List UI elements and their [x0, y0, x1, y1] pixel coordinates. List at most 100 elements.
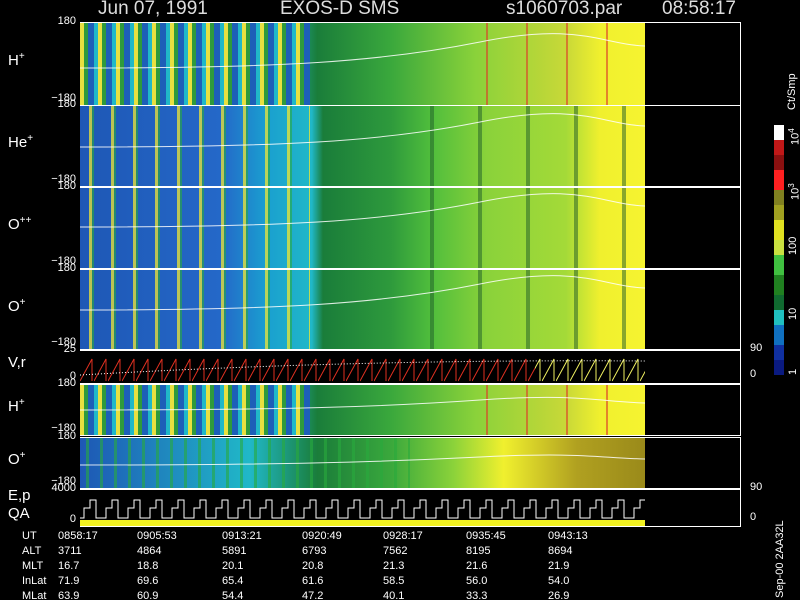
table-value: 69.6 [137, 575, 159, 587]
panel-label: H+ [8, 397, 25, 415]
table-row-label: MLat [22, 590, 47, 600]
panel-opp [80, 187, 741, 269]
tick-bottom: −180 [51, 422, 76, 434]
table-value: 54.0 [548, 575, 570, 587]
table-value: 0905:53 [137, 530, 177, 542]
colorbar [774, 125, 784, 375]
tick-base: 100 [787, 236, 799, 255]
panel-label: He+ [8, 133, 33, 151]
tick-bottom: 0 [69, 370, 76, 382]
tick-bottom: −180 [51, 255, 76, 267]
table-value: 54.4 [222, 590, 244, 600]
table-value: 8195 [466, 545, 491, 557]
table-value: 3711 [58, 545, 82, 557]
tick-bottom: 0 [69, 513, 76, 525]
tick-bottom: −180 [51, 173, 76, 185]
table-value: 63.9 [58, 590, 80, 600]
panel-label: O++ [8, 215, 31, 233]
label-text: O [8, 297, 20, 315]
label-text: H [8, 52, 19, 69]
table-value: 47.2 [302, 590, 324, 600]
tick-bottom: −180 [51, 475, 76, 487]
label-text: O [8, 216, 20, 233]
right-tick-top: 90 [750, 342, 763, 354]
label-sup: + [18, 397, 25, 408]
tick-base: 10 [789, 132, 800, 145]
table-value: 21.9 [548, 560, 570, 572]
right-tick-top: 90 [750, 481, 763, 493]
table-value: 0920:49 [302, 530, 342, 542]
colorbar-unit: Ct/Smp [786, 73, 798, 110]
label-sup: + [27, 133, 34, 144]
table-row-label: InLat [22, 575, 47, 587]
table-value: 65.4 [222, 575, 244, 587]
table-value: 0858:17 [58, 530, 98, 542]
panel-vr [80, 350, 741, 384]
panel-label: E,p [8, 487, 31, 504]
right-tick-bottom: 0 [750, 511, 757, 523]
time: 08:58:17 [662, 0, 736, 19]
colorbar-tick: 1 [787, 369, 799, 375]
date: Jun 07, 1991 [98, 0, 208, 19]
table-row-label: UT [22, 530, 37, 542]
label-text: O [8, 451, 20, 468]
panel-ep [80, 489, 741, 527]
label-sup: + [18, 51, 25, 62]
table-value: 33.3 [466, 590, 488, 600]
table-value: 60.9 [137, 590, 159, 600]
label-text: V,r [8, 354, 26, 371]
tick-base: 10 [787, 307, 799, 320]
label-text: E,p [8, 487, 31, 504]
file: s1060703.par [506, 0, 623, 19]
table-value: 21.3 [383, 560, 405, 572]
table-value: 56.0 [466, 575, 488, 587]
panel-label: H+ [8, 51, 25, 69]
tick-top: 180 [57, 377, 76, 389]
right-tick-bottom: 0 [750, 368, 757, 380]
panel-label: O+ [8, 297, 26, 315]
sawtooth [80, 351, 645, 383]
label-text: He [8, 134, 28, 151]
table-value: 8694 [548, 545, 573, 557]
table-row-label: ALT [22, 545, 42, 557]
table-value: 71.9 [58, 575, 80, 587]
panel-label-2: QA [8, 505, 30, 522]
colorbar-tick: 103 [787, 183, 800, 200]
table-value: 58.5 [383, 575, 405, 587]
panel-label: V,r [8, 354, 26, 371]
table-value: 7562 [383, 545, 408, 557]
table-value: 0928:17 [383, 530, 423, 542]
table-value: 18.8 [137, 560, 159, 572]
label-text: H [8, 398, 19, 415]
table-value: 16.7 [58, 560, 80, 572]
tick-bottom: −180 [51, 92, 76, 104]
tick-top: 180 [57, 430, 76, 442]
panel-label: O+ [8, 450, 26, 468]
table-value: 26.9 [548, 590, 570, 600]
tick-base: 10 [789, 187, 800, 200]
table-value: 4864 [137, 545, 162, 557]
table-value: 40.1 [383, 590, 405, 600]
panel-o2 [80, 437, 741, 489]
table-value: 20.1 [222, 560, 244, 572]
colorbar-tick: 100 [787, 237, 799, 255]
trajectory-curves [80, 33, 645, 466]
tick-bottom: −180 [51, 336, 76, 348]
table-value: 21.6 [466, 560, 488, 572]
steps [80, 490, 645, 526]
spectrogram [80, 23, 645, 105]
tick-top: 4000 [51, 482, 76, 494]
tick-top: 180 [57, 180, 76, 192]
colorbar-tick: 10 [787, 308, 799, 320]
tick-top: 180 [57, 262, 76, 274]
table-row-label: MLT [22, 560, 44, 572]
tick-base: 1 [787, 368, 799, 375]
label-sup: ++ [19, 215, 32, 226]
colorbar-tick: 104 [787, 128, 800, 145]
table-value: 61.6 [302, 575, 324, 587]
label-sup: + [19, 296, 26, 308]
spectrogram [80, 438, 645, 488]
label-sup: + [19, 450, 26, 461]
footer: Sep-00 2AA32L [774, 520, 786, 598]
